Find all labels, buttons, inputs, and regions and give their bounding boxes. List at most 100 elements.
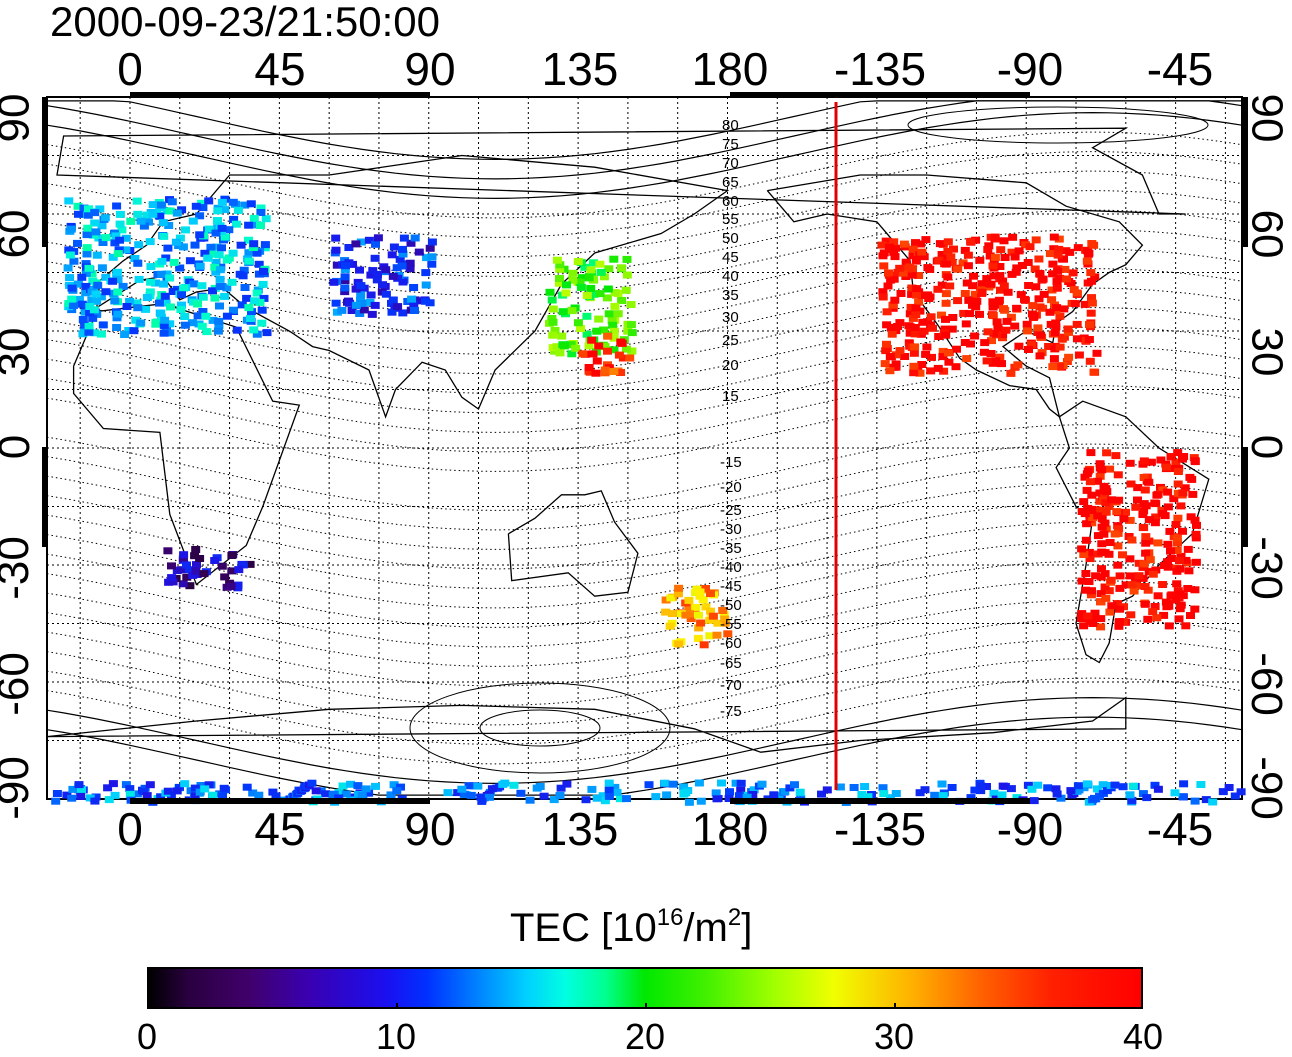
tec-cell	[701, 585, 710, 592]
tec-cell	[926, 367, 936, 375]
tec-cell	[331, 234, 341, 242]
tec-cell	[79, 211, 89, 218]
tec-cell	[694, 624, 704, 632]
tec-cell	[1077, 615, 1086, 622]
tec-cell	[857, 791, 867, 798]
tec-cell	[238, 272, 248, 280]
tec-cell	[351, 285, 361, 293]
tec-cell	[1053, 267, 1063, 275]
tec-cell	[356, 238, 366, 246]
tec-cell	[970, 332, 980, 340]
contour-label: 50	[722, 230, 739, 247]
tec-cell	[985, 252, 995, 260]
contour-label: -25	[720, 502, 742, 519]
tec-cell	[1107, 496, 1117, 504]
tec-cell	[125, 297, 135, 305]
tec-cell	[74, 295, 84, 303]
tec-cell	[484, 793, 494, 801]
tec-cell	[1107, 602, 1117, 610]
tec-cell	[907, 284, 917, 292]
tec-cell	[879, 790, 889, 798]
tec-cell	[681, 611, 691, 619]
tec-cell	[139, 788, 149, 796]
tec-cell	[334, 789, 344, 797]
tec-cell	[1028, 302, 1038, 310]
tec-cell	[548, 318, 558, 326]
tec-cell	[1113, 561, 1123, 569]
tec-cell	[1129, 587, 1139, 595]
tec-cell	[345, 299, 355, 307]
tec-cell	[895, 347, 905, 355]
tec-cell	[1093, 532, 1103, 540]
tec-cell	[126, 217, 136, 225]
tec-cell	[1097, 466, 1107, 474]
tec-cell	[398, 309, 408, 317]
tec-cell	[989, 789, 999, 797]
tec-cell	[132, 299, 142, 307]
tec-cell	[1086, 269, 1096, 277]
tec-cell	[600, 343, 610, 351]
tec-cell	[208, 316, 218, 324]
tec-cell	[878, 288, 888, 296]
tec-cell	[934, 333, 944, 340]
tec-cell	[1050, 329, 1060, 337]
tec-cell	[884, 243, 894, 251]
tec-cell	[701, 603, 711, 611]
tec-cell	[1043, 784, 1053, 792]
tec-cell	[164, 222, 174, 229]
magnetic-contour	[46, 326, 1243, 414]
tec-cell	[156, 793, 166, 801]
tec-cell	[193, 300, 202, 308]
tec-cell	[667, 610, 677, 618]
tec-cell	[736, 786, 746, 794]
tec-cell	[259, 267, 268, 275]
tec-cell	[459, 790, 469, 798]
tec-cell	[1183, 545, 1193, 553]
tec-cell	[904, 322, 914, 330]
tec-cell	[1133, 484, 1143, 492]
colorbar-tick-20: 20	[624, 1016, 666, 1057]
axis-bar-bottom-2	[730, 798, 1030, 804]
tec-cell	[970, 786, 980, 794]
tec-cell	[589, 259, 598, 267]
tec-cell	[995, 272, 1005, 280]
coastline	[56, 127, 1186, 215]
tec-cell	[1051, 319, 1061, 327]
tec-cell	[159, 280, 169, 288]
tec-cell	[1020, 295, 1029, 303]
tec-cell	[1083, 612, 1093, 620]
contour-label: -35	[720, 540, 742, 557]
tec-cell	[1106, 576, 1116, 584]
tec-cell	[757, 780, 767, 788]
tec-cell	[214, 317, 224, 325]
tec-cell	[1174, 615, 1184, 623]
tec-cell	[166, 303, 175, 311]
tec-cell	[220, 233, 230, 241]
tec-cell	[406, 239, 416, 247]
tec-cell	[1100, 583, 1110, 591]
tec-cell	[906, 310, 916, 318]
tec-cell	[351, 240, 361, 248]
tec-cell	[555, 265, 565, 273]
tec-cell	[227, 278, 237, 286]
tec-cell	[592, 357, 602, 365]
tec-cell	[928, 324, 937, 332]
timestamp-title: 2000-09-23/21:50:00	[50, 0, 440, 45]
tec-cell	[231, 220, 241, 228]
tec-cell	[148, 210, 158, 218]
tec-cell	[561, 289, 571, 297]
tec-cell	[366, 291, 376, 299]
tec-cell	[1181, 622, 1191, 630]
tec-cell	[975, 310, 984, 318]
tec-cell	[1014, 247, 1024, 255]
tec-cell	[706, 607, 715, 615]
tec-cell	[67, 295, 77, 303]
tec-cell	[179, 551, 189, 559]
right-tick-30: 30	[1242, 327, 1292, 377]
tec-cell	[617, 264, 626, 272]
tec-cell	[134, 241, 144, 249]
tec-cell	[696, 797, 706, 805]
tec-cell	[1081, 536, 1091, 544]
tec-cell	[1053, 251, 1063, 259]
tec-cell	[165, 329, 175, 337]
